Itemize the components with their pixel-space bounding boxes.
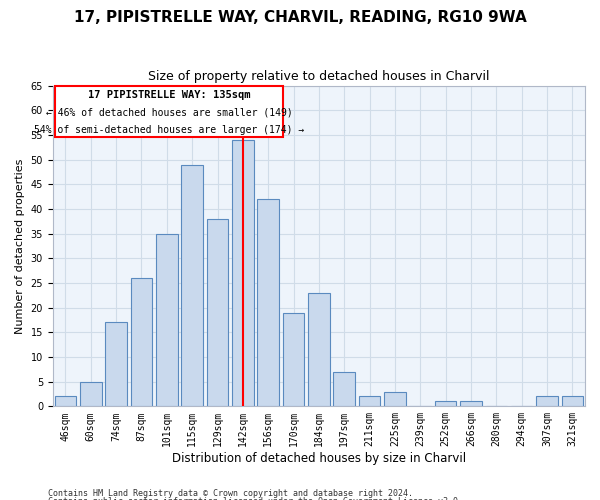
Text: 17, PIPISTRELLE WAY, CHARVIL, READING, RG10 9WA: 17, PIPISTRELLE WAY, CHARVIL, READING, R… — [74, 10, 526, 25]
Bar — [384, 392, 406, 406]
Bar — [359, 396, 380, 406]
Bar — [536, 396, 558, 406]
Title: Size of property relative to detached houses in Charvil: Size of property relative to detached ho… — [148, 70, 490, 83]
Bar — [156, 234, 178, 406]
Bar — [308, 293, 329, 406]
Bar — [55, 396, 76, 406]
Bar — [460, 402, 482, 406]
Y-axis label: Number of detached properties: Number of detached properties — [15, 158, 25, 334]
Bar — [257, 199, 279, 406]
Text: 17 PIPISTRELLE WAY: 135sqm: 17 PIPISTRELLE WAY: 135sqm — [88, 90, 251, 101]
Bar — [181, 164, 203, 406]
Bar — [562, 396, 583, 406]
Bar — [283, 312, 304, 406]
Text: ← 46% of detached houses are smaller (149): ← 46% of detached houses are smaller (14… — [46, 108, 293, 118]
Bar — [232, 140, 254, 406]
FancyBboxPatch shape — [55, 86, 283, 138]
X-axis label: Distribution of detached houses by size in Charvil: Distribution of detached houses by size … — [172, 452, 466, 465]
Bar — [131, 278, 152, 406]
Bar — [207, 219, 228, 406]
Text: Contains public sector information licensed under the Open Government Licence v3: Contains public sector information licen… — [48, 497, 463, 500]
Bar — [435, 402, 457, 406]
Bar — [106, 322, 127, 406]
Bar — [334, 372, 355, 406]
Text: 54% of semi-detached houses are larger (174) →: 54% of semi-detached houses are larger (… — [34, 125, 304, 135]
Bar — [80, 382, 101, 406]
Text: Contains HM Land Registry data © Crown copyright and database right 2024.: Contains HM Land Registry data © Crown c… — [48, 488, 413, 498]
